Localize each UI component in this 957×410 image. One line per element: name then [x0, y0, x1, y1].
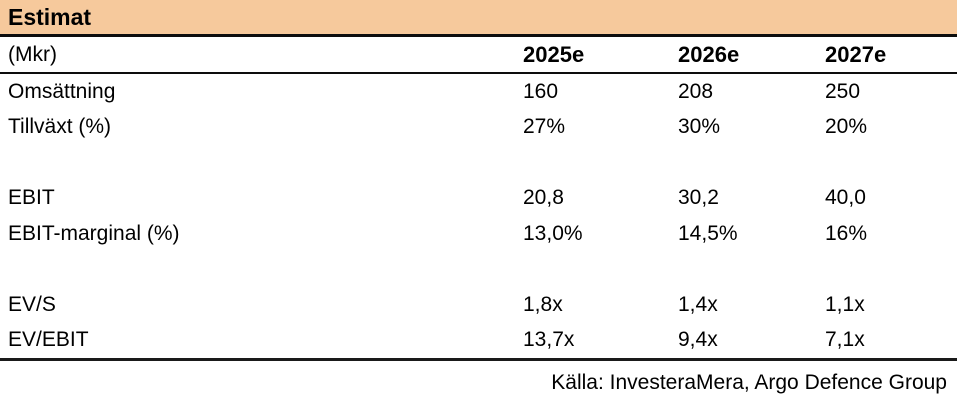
cell-value: 7,1x	[825, 328, 865, 352]
table-row: EV/EBIT 13,7x 9,4x 7,1x	[0, 323, 957, 359]
cell-value: 13,0%	[523, 221, 583, 245]
table-row: EBIT-marginal (%) 13,0% 14,5% 16%	[0, 216, 957, 252]
cell-value: 14,5%	[678, 221, 738, 245]
cell-value: 160	[523, 79, 559, 103]
row-label: EBIT	[8, 186, 55, 210]
table-row: Omsättning 160 208 250	[0, 74, 957, 110]
table-body: Omsättning 160 208 250 Tillväxt (%) 27% …	[0, 74, 957, 361]
cell-value: 9,4x	[678, 328, 718, 352]
cell-value: 30,2	[678, 186, 719, 210]
row-label: Omsättning	[8, 79, 116, 103]
table-row: EV/S 1,8x 1,4x 1,1x	[0, 287, 957, 323]
cell-value: 30%	[678, 115, 721, 139]
row-label: EV/EBIT	[8, 328, 89, 352]
cell-value: 13,7x	[523, 328, 575, 352]
cell-value: 1,8x	[523, 292, 563, 316]
header-col-2027e: 2027e	[825, 41, 887, 67]
cell-value: 16%	[825, 221, 868, 245]
table-row: EBIT 20,8 30,2 40,0	[0, 181, 957, 217]
row-label: EV/S	[8, 292, 56, 316]
table-row-spacer	[0, 252, 957, 288]
cell-value: 250	[825, 79, 861, 103]
table-header-row: (Mkr) 2025e 2026e 2027e	[0, 37, 957, 74]
row-label: EBIT-marginal (%)	[8, 221, 180, 245]
table-title-row: Estimat	[0, 0, 957, 37]
header-col-2026e: 2026e	[678, 41, 740, 67]
table-row: Tillväxt (%) 27% 30% 20%	[0, 110, 957, 146]
table-title: Estimat	[8, 3, 92, 30]
cell-value: 27%	[523, 115, 566, 139]
row-label: Tillväxt (%)	[8, 115, 112, 139]
cell-value: 208	[678, 79, 714, 103]
header-col-2025e: 2025e	[523, 41, 585, 67]
cell-value: 20%	[825, 115, 868, 139]
cell-value: 1,1x	[825, 292, 865, 316]
cell-value: 40,0	[825, 186, 866, 210]
table-row-spacer	[0, 145, 957, 181]
source-note: Källa: InvesteraMera, Argo Defence Group	[551, 371, 947, 394]
cell-value: 20,8	[523, 186, 564, 210]
header-unit-label: (Mkr)	[8, 42, 57, 66]
cell-value: 1,4x	[678, 292, 718, 316]
